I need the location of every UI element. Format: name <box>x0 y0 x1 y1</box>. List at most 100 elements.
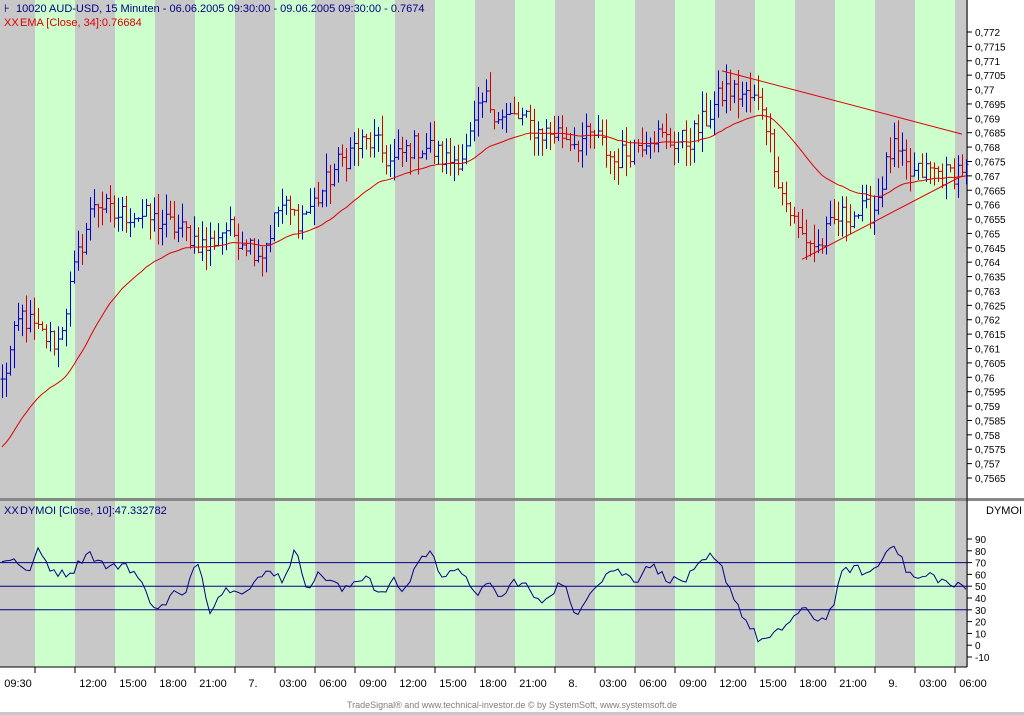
session-band <box>275 0 315 498</box>
y-tick-label: 0,7695 <box>975 100 1006 111</box>
oscillator-tag: DYMOI <box>986 505 1022 517</box>
y-tick-label: 0,766 <box>975 201 1000 212</box>
session-band <box>675 501 715 667</box>
x-tick-label: 7. <box>248 678 257 690</box>
y-tick-label: 0,7685 <box>975 129 1006 140</box>
session-band <box>595 501 635 667</box>
y-tick-label: 0,7625 <box>975 301 1006 312</box>
y-tick-label: 0,762 <box>975 316 1000 327</box>
y-tick-label: 0,7585 <box>975 416 1006 427</box>
y-tick-label: 0,757 <box>975 460 1000 471</box>
session-band <box>35 501 75 667</box>
session-band <box>115 501 155 667</box>
x-tick-label: 21:00 <box>199 678 227 690</box>
session-band <box>195 501 235 667</box>
y-tick-label: 0,7715 <box>975 42 1006 53</box>
y-tick-label: 0,7605 <box>975 359 1006 370</box>
x-tick-label: 15:00 <box>759 678 787 690</box>
y-tick-label: 20 <box>975 618 987 629</box>
session-band <box>755 0 795 498</box>
x-tick-label: 15:00 <box>119 678 147 690</box>
x-tick-label: 12:00 <box>719 678 747 690</box>
price-bars <box>0 64 969 399</box>
session-band <box>115 0 155 498</box>
y-tick-label: 0,7615 <box>975 330 1006 341</box>
y-tick-label: 0,7705 <box>975 71 1006 82</box>
time-axis: 09:30 12:00 15:00 18:00 21:00 7. 03:00 06:00 09:… <box>4 667 987 690</box>
x-tick-label: 8. <box>568 678 577 690</box>
y-tick-label: 0,761 <box>975 345 1000 356</box>
y-tick-label: 40 <box>975 594 987 605</box>
x-tick-label: 06:00 <box>959 678 987 690</box>
x-tick-label: 15:00 <box>439 678 467 690</box>
session-band <box>915 0 955 498</box>
y-tick-label: 80 <box>975 547 987 558</box>
x-tick-label: 03:00 <box>919 678 947 690</box>
x-tick-label: 09:00 <box>679 678 707 690</box>
y-tick-label: 0,759 <box>975 402 1000 413</box>
dymoi-line <box>1 545 967 643</box>
y-tick-label: 0,7665 <box>975 186 1006 197</box>
y-tick-label: 30 <box>975 606 987 617</box>
oscillator-legend: DYMOI [Close, 10]:47.332782 <box>20 505 167 517</box>
y-tick-label: 0,7645 <box>975 244 1006 255</box>
y-tick-label: 0,758 <box>975 431 1000 442</box>
x-tick-label: 9. <box>888 678 897 690</box>
session-band <box>835 501 875 667</box>
session-band <box>355 501 395 667</box>
series-icon: XX <box>4 505 19 517</box>
session-band <box>275 501 315 667</box>
y-tick-label: 0,764 <box>975 258 1000 269</box>
series-icon: XX <box>4 17 19 29</box>
x-tick-label: 18:00 <box>159 678 187 690</box>
y-tick-label: 10 <box>975 629 987 640</box>
x-tick-label: 18:00 <box>799 678 827 690</box>
x-tick-label: 06:00 <box>639 678 667 690</box>
y-tick-label: 0,769 <box>975 114 1000 125</box>
trendlines <box>721 70 963 260</box>
price-axis-bg <box>968 0 1024 498</box>
x-tick-label: 18:00 <box>479 678 507 690</box>
y-tick-label: 0,7655 <box>975 215 1006 226</box>
x-tick-label: 03:00 <box>279 678 307 690</box>
x-tick-label: 12:00 <box>79 678 107 690</box>
y-tick-label: 0,7565 <box>975 474 1006 485</box>
y-tick-label: 0,7575 <box>975 445 1006 456</box>
session-band <box>435 501 475 667</box>
session-band <box>435 0 475 498</box>
ema-legend: EMA [Close, 34]:0.76684 <box>20 17 142 29</box>
y-tick-label: 0,76 <box>975 373 995 384</box>
y-tick-label: 0,7595 <box>975 388 1006 399</box>
x-tick-label: 03:00 <box>599 678 627 690</box>
y-tick-label: 0,768 <box>975 143 1000 154</box>
time-axis-bg <box>0 667 1024 712</box>
y-tick-label: 0,763 <box>975 287 1000 298</box>
session-band <box>675 0 715 498</box>
y-tick-label: 0,772 <box>975 28 1000 39</box>
x-tick-label: 09:30 <box>4 678 32 690</box>
session-band <box>355 0 395 498</box>
session-band <box>35 0 75 498</box>
ema-line <box>1 114 967 448</box>
x-tick-label: 12:00 <box>399 678 427 690</box>
panel-divider[interactable] <box>0 498 1024 501</box>
y-tick-label: 0,767 <box>975 172 1000 183</box>
oscillator-panel-bg <box>0 501 967 667</box>
y-tick-label: 50 <box>975 582 987 593</box>
y-tick-label: 0,7635 <box>975 273 1006 284</box>
y-tick-label: 0,765 <box>975 229 1000 240</box>
x-tick-label: 21:00 <box>519 678 547 690</box>
y-tick-label: -10 <box>975 653 990 664</box>
y-tick-label: 0,7675 <box>975 157 1006 168</box>
x-tick-label: 06:00 <box>319 678 347 690</box>
chart-title: 10020 AUD-USD, 15 Minuten - 06.06.2005 0… <box>16 3 425 15</box>
y-tick-label: 70 <box>975 559 987 570</box>
session-band <box>515 0 555 498</box>
y-tick-label: 0,77 <box>975 86 995 97</box>
y-tick-label: 0 <box>975 641 981 652</box>
y-tick-label: 60 <box>975 570 987 581</box>
price-panel-bg <box>0 0 967 498</box>
